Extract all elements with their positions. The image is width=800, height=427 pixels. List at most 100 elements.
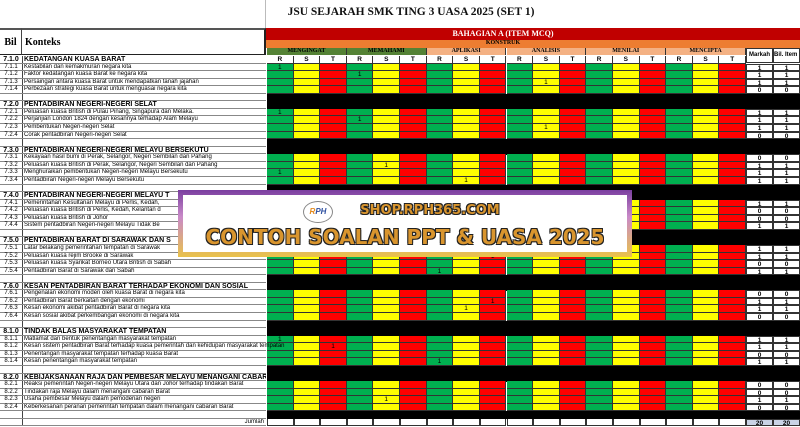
grid-cell[interactable] [400, 388, 427, 397]
grid-cell[interactable] [666, 305, 693, 314]
grid-cell[interactable] [559, 108, 587, 117]
grid-cell[interactable] [346, 169, 374, 177]
grid-cell[interactable] [692, 358, 720, 366]
grid-cell[interactable]: 1 [267, 169, 294, 177]
grid-cell[interactable] [666, 343, 693, 351]
grid-cell[interactable] [719, 290, 746, 298]
grid-cell[interactable] [453, 343, 480, 351]
grid-cell[interactable] [533, 305, 560, 314]
grid-cell[interactable] [373, 388, 401, 397]
grid-cell[interactable] [373, 63, 401, 72]
grid-cell[interactable]: 1 [373, 161, 401, 170]
grid-cell[interactable] [373, 260, 401, 268]
grid-cell[interactable] [267, 116, 294, 125]
grid-cell[interactable] [293, 86, 321, 94]
grid-cell[interactable] [400, 131, 427, 140]
grid-cell[interactable] [666, 245, 693, 253]
grid-cell[interactable]: 1 [479, 297, 507, 306]
grid-cell[interactable] [373, 290, 401, 298]
grid-cell[interactable] [479, 108, 507, 117]
grid-cell[interactable] [639, 222, 667, 230]
grid-cell[interactable] [612, 108, 640, 117]
grid-cell[interactable]: 1 [346, 116, 374, 125]
grid-cell[interactable] [346, 396, 374, 404]
grid-cell[interactable] [453, 154, 480, 162]
grid-cell[interactable] [506, 305, 534, 314]
grid-cell[interactable] [346, 358, 374, 366]
grid-cell[interactable] [506, 116, 534, 125]
grid-cell[interactable] [320, 297, 347, 306]
grid-cell[interactable] [586, 116, 613, 125]
grid-cell[interactable] [479, 335, 507, 344]
grid-cell[interactable] [692, 297, 720, 306]
grid-cell[interactable] [612, 388, 640, 397]
grid-cell[interactable] [533, 358, 560, 366]
grid-cell[interactable] [692, 313, 720, 321]
grid-cell[interactable] [293, 335, 321, 344]
grid-cell[interactable] [346, 403, 374, 412]
grid-cell[interactable] [506, 381, 534, 389]
grid-cell[interactable]: 1 [267, 108, 294, 117]
grid-cell[interactable] [479, 124, 507, 132]
grid-cell[interactable] [506, 358, 534, 366]
grid-cell[interactable] [479, 388, 507, 397]
grid-cell[interactable] [373, 131, 401, 140]
grid-cell[interactable] [346, 313, 374, 321]
grid-cell[interactable] [639, 297, 667, 306]
grid-cell[interactable] [400, 169, 427, 177]
grid-cell[interactable] [373, 297, 401, 306]
grid-cell[interactable] [692, 252, 720, 261]
grid-cell[interactable] [612, 335, 640, 344]
grid-cell[interactable] [719, 108, 746, 117]
grid-cell[interactable] [426, 108, 454, 117]
grid-cell[interactable] [293, 161, 321, 170]
grid-cell[interactable] [559, 267, 587, 276]
grid-cell[interactable] [719, 267, 746, 276]
grid-cell[interactable] [586, 358, 613, 366]
grid-cell[interactable] [453, 313, 480, 321]
grid-cell[interactable] [346, 297, 374, 306]
grid-cell[interactable] [453, 388, 480, 397]
grid-cell[interactable] [400, 381, 427, 389]
grid-cell[interactable] [639, 176, 667, 185]
grid-cell[interactable] [506, 313, 534, 321]
grid-cell[interactable] [586, 297, 613, 306]
grid-cell[interactable] [639, 131, 667, 140]
grid-cell[interactable] [267, 161, 294, 170]
grid-cell[interactable] [506, 267, 534, 276]
grid-cell[interactable] [639, 343, 667, 351]
grid-cell[interactable] [533, 388, 560, 397]
grid-cell[interactable] [533, 71, 560, 79]
grid-cell[interactable] [533, 154, 560, 162]
grid-cell[interactable] [666, 252, 693, 261]
grid-cell[interactable] [666, 78, 693, 87]
grid-cell[interactable] [453, 71, 480, 79]
grid-cell[interactable] [373, 381, 401, 389]
grid-cell[interactable] [533, 313, 560, 321]
grid-cell[interactable] [533, 396, 560, 404]
grid-cell[interactable] [692, 71, 720, 79]
grid-cell[interactable] [692, 108, 720, 117]
grid-cell[interactable] [479, 116, 507, 125]
grid-cell[interactable] [320, 313, 347, 321]
grid-cell[interactable] [639, 116, 667, 125]
grid-cell[interactable] [267, 71, 294, 79]
grid-cell[interactable] [639, 313, 667, 321]
grid-cell[interactable] [400, 305, 427, 314]
grid-cell[interactable] [479, 71, 507, 79]
grid-cell[interactable] [506, 176, 534, 185]
grid-cell[interactable] [426, 335, 454, 344]
grid-cell[interactable] [586, 388, 613, 397]
grid-cell[interactable] [426, 388, 454, 397]
grid-cell[interactable] [666, 169, 693, 177]
grid-cell[interactable] [346, 176, 374, 185]
grid-cell[interactable] [293, 358, 321, 366]
grid-cell[interactable] [400, 154, 427, 162]
grid-cell[interactable] [586, 86, 613, 94]
grid-cell[interactable] [586, 343, 613, 351]
grid-cell[interactable] [293, 267, 321, 276]
grid-cell[interactable] [400, 396, 427, 404]
grid-cell[interactable] [373, 305, 401, 314]
grid-cell[interactable] [346, 335, 374, 344]
grid-cell[interactable] [692, 124, 720, 132]
